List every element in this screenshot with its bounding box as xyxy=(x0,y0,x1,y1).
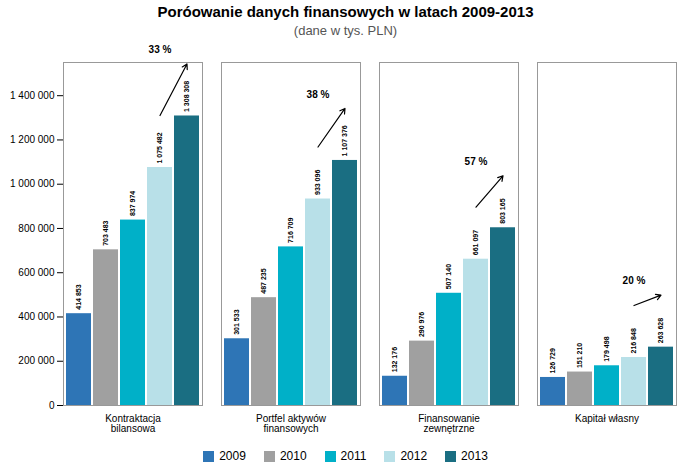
html-text:Poróowanie danych finansowych: Poróowanie danych finansowych w latach 2… xyxy=(157,3,534,20)
svg-text:661 097: 661 097 xyxy=(472,230,479,255)
svg-text:803 165: 803 165 xyxy=(499,198,506,223)
svg-text:126 729: 126 729 xyxy=(549,348,556,373)
svg-text:Portfel aktywówfinansowych: Portfel aktywówfinansowych xyxy=(256,413,327,434)
svg-text:1 308 308: 1 308 308 xyxy=(183,81,190,112)
svg-text:57 %: 57 % xyxy=(465,156,488,167)
svg-text:1 000 000: 1 000 000 xyxy=(10,178,55,189)
svg-text:1 200 000: 1 200 000 xyxy=(10,134,55,145)
svg-text:507 140: 507 140 xyxy=(445,264,452,289)
html-text:2012: 2012 xyxy=(400,449,428,463)
svg-text:Finansowaniezewnętrzne: Finansowaniezewnętrzne xyxy=(418,413,480,434)
svg-text:216 848: 216 848 xyxy=(630,328,637,353)
svg-text:179 498: 179 498 xyxy=(603,336,610,361)
html-text:2013: 2013 xyxy=(461,449,488,463)
svg-text:400 000: 400 000 xyxy=(18,311,55,322)
svg-text:600 000: 600 000 xyxy=(18,267,55,278)
svg-text:Kontraktacjabilansowa: Kontraktacjabilansowa xyxy=(105,413,161,434)
svg-text:33 %: 33 % xyxy=(149,44,172,55)
svg-text:200 000: 200 000 xyxy=(18,355,55,366)
svg-text:263 628: 263 628 xyxy=(657,318,664,343)
svg-text:933 096: 933 096 xyxy=(314,170,321,195)
svg-text:487 235: 487 235 xyxy=(260,268,267,293)
html-text:2009: 2009 xyxy=(219,449,246,463)
svg-text:290 976: 290 976 xyxy=(418,312,425,337)
svg-text:Kapitał własny: Kapitał własny xyxy=(575,413,639,424)
svg-text:703 483: 703 483 xyxy=(102,220,109,245)
svg-text:1 400 000: 1 400 000 xyxy=(10,90,55,101)
svg-text:0: 0 xyxy=(49,400,55,411)
svg-text:20 %: 20 % xyxy=(623,275,646,286)
svg-text:38 %: 38 % xyxy=(307,89,330,100)
svg-text:132 176: 132 176 xyxy=(391,347,398,372)
svg-text:151 210: 151 210 xyxy=(576,343,583,368)
html-text:2010: 2010 xyxy=(279,449,307,463)
svg-text:414 853: 414 853 xyxy=(75,284,82,309)
svg-text:1 075 482: 1 075 482 xyxy=(156,132,163,163)
svg-text:716 709: 716 709 xyxy=(287,217,294,242)
html-text:2011: 2011 xyxy=(340,449,367,463)
svg-text:1 107 376: 1 107 376 xyxy=(341,125,348,156)
svg-text:837 974: 837 974 xyxy=(129,191,136,216)
html-text:(dane w tys. PLN): (dane w tys. PLN) xyxy=(293,23,398,38)
svg-text:800 000: 800 000 xyxy=(18,223,55,234)
svg-text:301 533: 301 533 xyxy=(233,309,240,334)
